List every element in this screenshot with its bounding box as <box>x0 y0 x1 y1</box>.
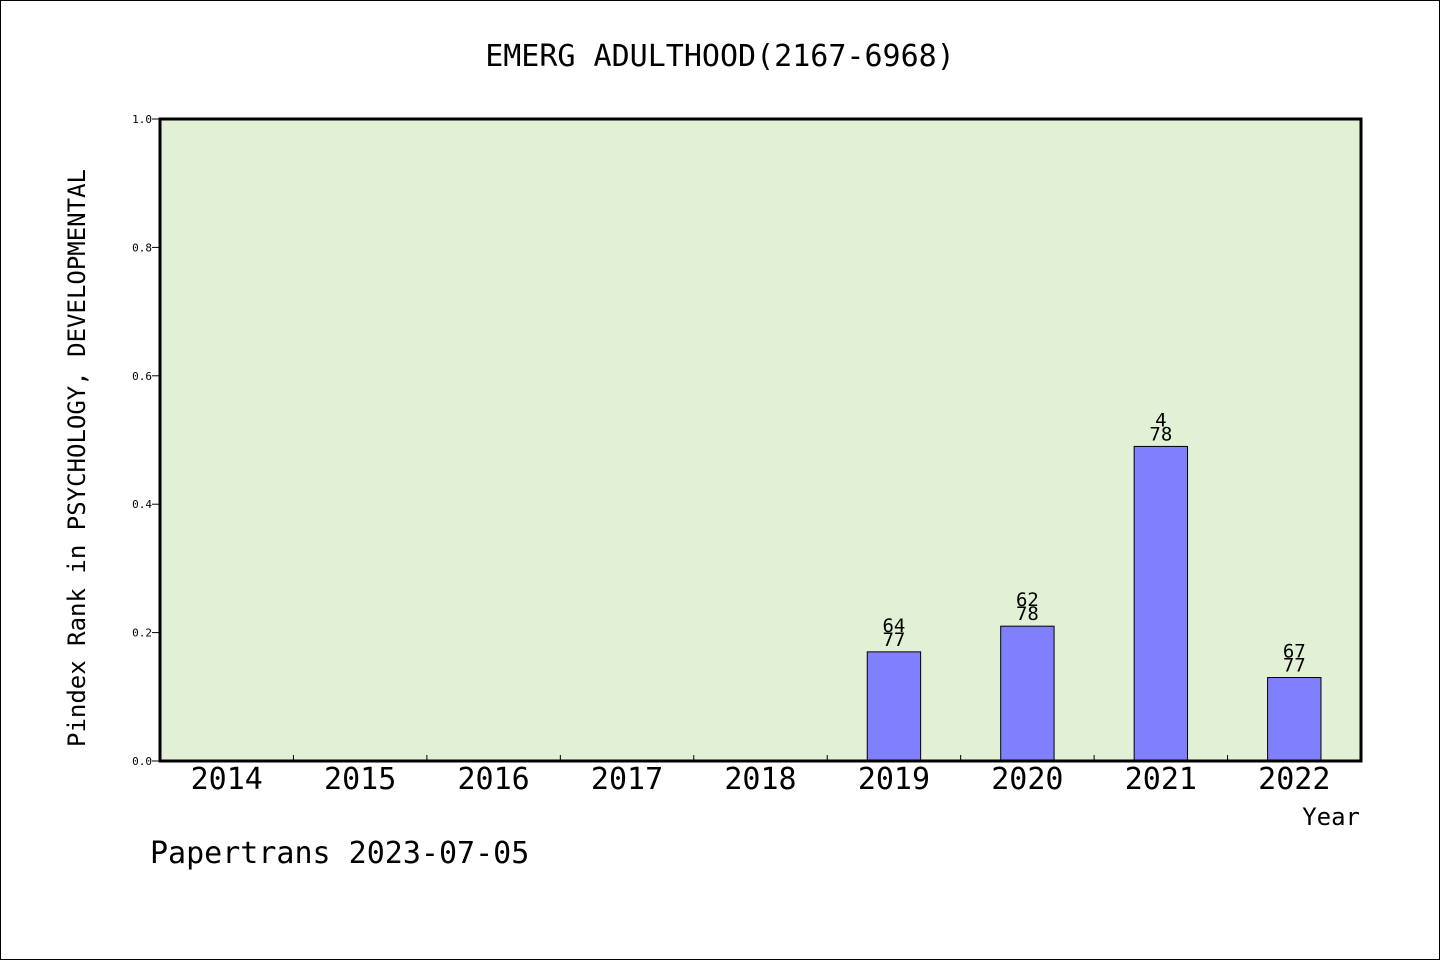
bar-rank-label: 67 <box>1283 641 1306 663</box>
x-tick-label: 2019 <box>858 762 930 797</box>
x-tick-label: 2015 <box>324 762 396 797</box>
y-tick-label: 0.0 <box>132 755 152 768</box>
x-tick-label: 2022 <box>1258 762 1330 797</box>
bar-2020 <box>1000 625 1055 762</box>
bar-rank-label: 4 <box>1155 409 1166 431</box>
x-tick-label: 2021 <box>1125 762 1197 797</box>
bar-total-label: 77 <box>1283 655 1306 677</box>
bar-rank-label: 64 <box>882 615 905 637</box>
bar-2019 <box>866 651 922 762</box>
plot-border <box>158 117 1363 763</box>
bar-total-label: 78 <box>1149 423 1172 445</box>
ticks-group: 0.0 0.2 0.4 0.6 0.8 1.0 2014 2015 2016 2017 2018 20… <box>132 113 1330 797</box>
footer-credit: Papertrans 2023-07-05 <box>150 836 529 871</box>
y-tick-label: 0.6 <box>132 370 152 383</box>
y-tick-label: 1.0 <box>132 113 152 126</box>
x-axis-label: Year <box>1302 803 1360 831</box>
y-tick-label: 0.4 <box>132 498 152 511</box>
x-tick-label: 2020 <box>991 762 1063 797</box>
bar-2021 <box>1133 445 1189 762</box>
bar-total-label: 77 <box>882 629 905 651</box>
y-tick-label: 0.2 <box>132 627 152 640</box>
y-axis-label: Pindex Rank in PSYCHOLOGY, DEVELOPMENTAL <box>63 169 91 747</box>
y-tick-label: 0.8 <box>132 241 152 254</box>
bar-rank-label: 62 <box>1016 589 1039 611</box>
x-tick-label: 2016 <box>457 762 529 797</box>
x-tick-label: 2017 <box>591 762 663 797</box>
x-tick-label: 2018 <box>724 762 796 797</box>
x-tick-label: 2014 <box>191 762 263 797</box>
bar-total-label: 78 <box>1016 603 1039 625</box>
bar-2022 <box>1267 677 1322 762</box>
chart-title: EMERG ADULTHOOD(2167-6968) <box>485 39 955 74</box>
